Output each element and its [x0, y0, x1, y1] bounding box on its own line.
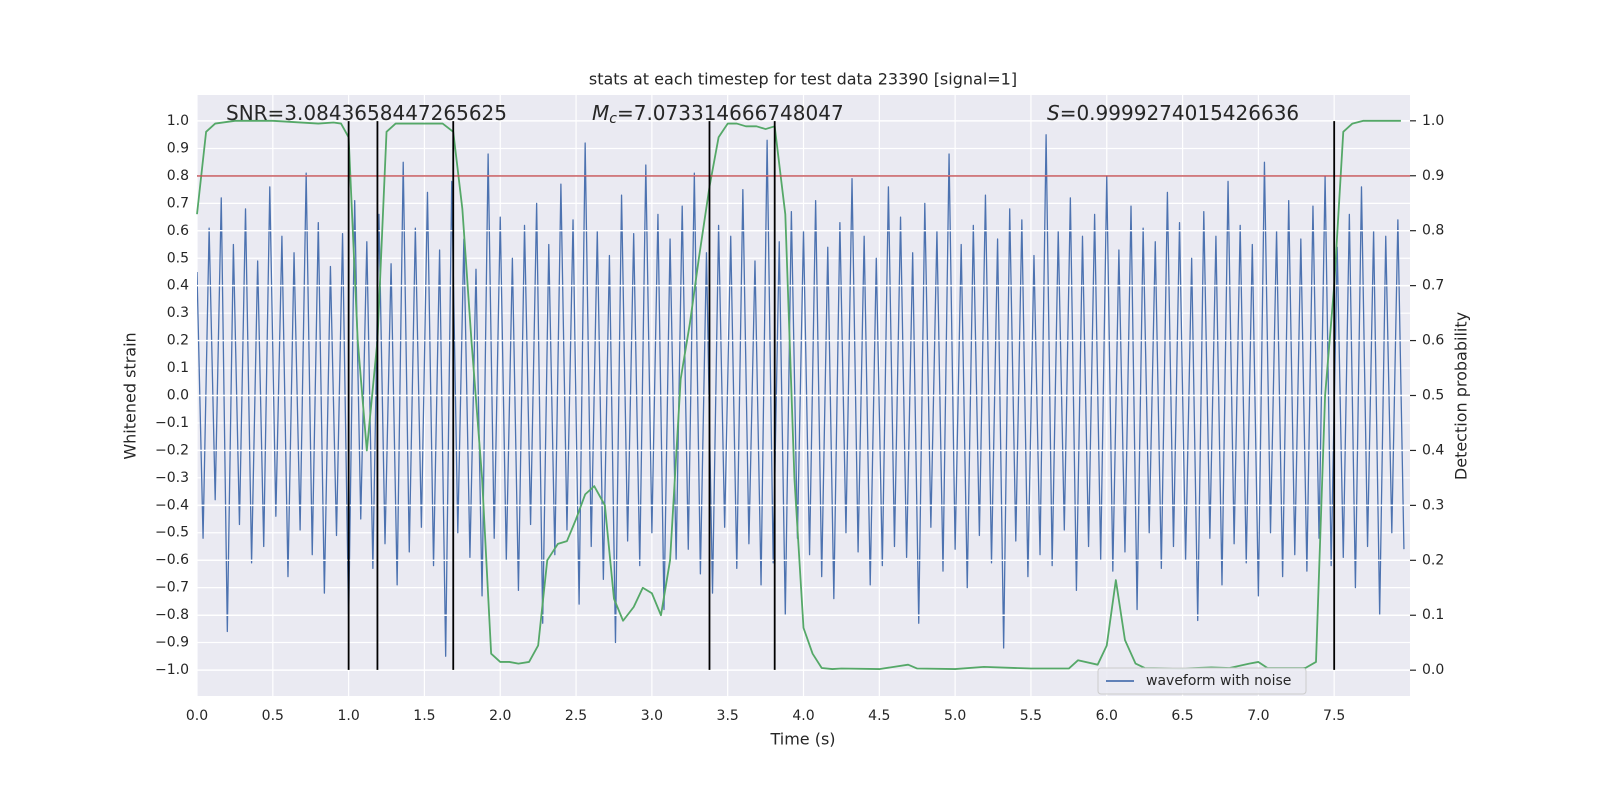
y-tick-label: 0.0 [167, 388, 189, 404]
x-tick-label: 4.5 [868, 708, 890, 724]
chart-title: stats at each timestep for test data 233… [589, 70, 1017, 89]
y-tick-label: 0.7 [167, 195, 189, 211]
y-tick-label: −0.4 [155, 497, 189, 513]
y-tick-label: −0.5 [155, 525, 189, 541]
legend-box [1097, 667, 1307, 695]
annotation-text: SNR=3.0843658447265625 [226, 101, 507, 125]
y-tick-label: −0.2 [155, 442, 189, 458]
annotation-text: =7.073314666748047 [617, 101, 844, 125]
x-tick-label: 7.0 [1247, 708, 1269, 724]
marks [197, 134, 1405, 657]
y2-tick-label: 0.1 [1422, 607, 1444, 623]
annotation-symbol: S [1047, 101, 1060, 125]
y-tick-label: 0.1 [167, 360, 189, 376]
y-tick-label: 0.4 [167, 278, 189, 294]
x-tick-label: 5.0 [944, 708, 966, 724]
x-tick-label: 1.5 [413, 708, 435, 724]
y2-tick-label: 0.4 [1422, 442, 1444, 458]
x-tick-label: 0.0 [186, 708, 208, 724]
x-tick-label: 7.5 [1323, 708, 1345, 724]
x-tick-label: 2.5 [565, 708, 587, 724]
y2-tick-label: 0.9 [1422, 168, 1444, 184]
y-tick-label: 0.6 [167, 223, 189, 239]
annotation: Mc=7.073314666748047 [592, 101, 844, 128]
x-tick-label: 5.5 [1020, 708, 1042, 724]
x-tick-label: 3.5 [717, 708, 739, 724]
y-axis-label: Whitened strain [121, 332, 140, 459]
y-tick-label: −0.8 [155, 607, 189, 623]
y-tick-label: 1.0 [167, 113, 189, 129]
series-line [197, 134, 1405, 657]
y2-tick-label: 0.3 [1422, 497, 1444, 513]
annotation: S=0.9999274015426636 [1047, 101, 1299, 125]
x-tick-label: 3.0 [641, 708, 663, 724]
y2-tick-label: 0.8 [1422, 223, 1444, 239]
y-tick-label: 0.3 [167, 305, 189, 321]
annotation-text: =0.9999274015426636 [1060, 101, 1299, 125]
y2-tick-label: 1.0 [1422, 113, 1444, 129]
y-tick-label: 0.5 [167, 250, 189, 266]
overlay: SNR=3.0843658447265625 Mc=7.0733146667480… [196, 101, 1410, 695]
y2-tick-label: 0.0 [1422, 662, 1444, 678]
y-tick-label: −0.6 [155, 552, 189, 568]
y-tick-label: −0.3 [155, 470, 189, 486]
y-tick-label: −0.7 [155, 580, 189, 596]
x-tick-label: 4.0 [792, 708, 814, 724]
annotation: SNR=3.0843658447265625 [226, 101, 507, 125]
y2-tick-label: 0.5 [1422, 388, 1444, 404]
y2-tick-label: 0.7 [1422, 278, 1444, 294]
x-tick-label: 6.5 [1171, 708, 1193, 724]
x-tick-label: 2.0 [489, 708, 511, 724]
x-axis-label: Time (s) [769, 730, 835, 749]
annotation-subscript: c [609, 111, 617, 127]
y2-axis-label: Detection probability [1452, 312, 1471, 480]
y2-tick-label: 0.2 [1422, 552, 1444, 568]
y-tick-label: 0.8 [167, 168, 189, 184]
x-tick-label: 0.5 [262, 708, 284, 724]
y-tick-label: 0.2 [167, 333, 189, 349]
y-tick-label: 0.9 [167, 141, 189, 157]
annotation-symbol: M [592, 101, 609, 125]
y2-tick-label: 0.6 [1422, 333, 1444, 349]
x-tick-label: 6.0 [1096, 708, 1118, 724]
y-tick-label: −1.0 [155, 662, 189, 678]
y-tick-label: −0.9 [155, 634, 189, 650]
legend-label: waveform with noise [1146, 673, 1291, 689]
x-tick-label: 1.0 [337, 708, 359, 724]
y-tick-label: −0.1 [155, 415, 189, 431]
